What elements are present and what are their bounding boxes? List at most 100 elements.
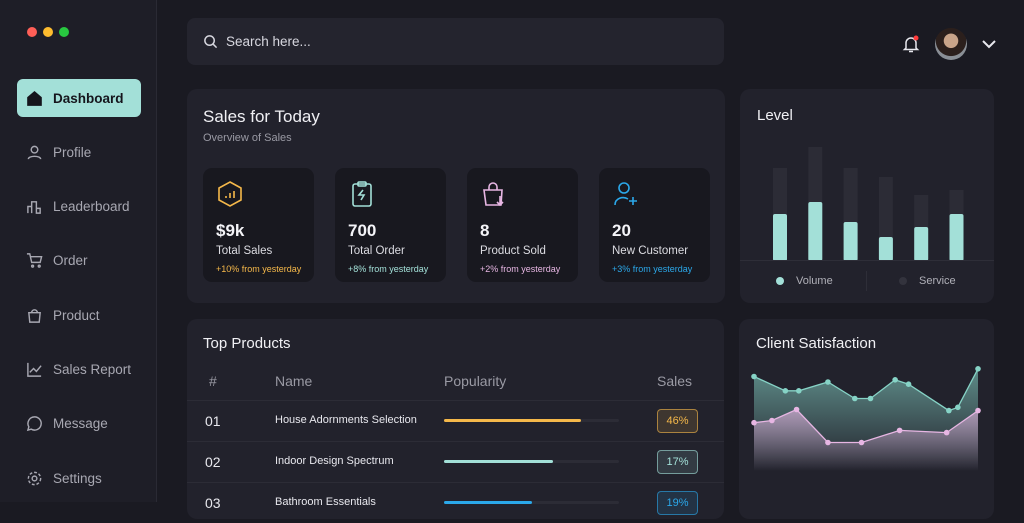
satisfaction-point [825, 379, 831, 385]
level-chart [773, 147, 964, 261]
search-input[interactable]: Search here... [187, 18, 724, 65]
sales-today-subtitle: Overview of Sales [203, 132, 292, 144]
satisfaction-point [905, 381, 912, 387]
avatar[interactable] [935, 28, 967, 60]
stat-value: 20 [612, 221, 631, 240]
satisfaction-point [955, 404, 961, 411]
legend-volume: Volume [776, 275, 833, 287]
stat-change: +8% from yesterday [348, 264, 429, 274]
sidebar-item-label: Product [53, 307, 100, 323]
sidebar-item-label: Message [53, 416, 108, 432]
column-header-name: Name [275, 373, 313, 389]
stat-change: +3% from yesterday [612, 264, 693, 274]
bell-icon[interactable] [901, 34, 921, 54]
search-icon [204, 35, 218, 49]
close-window-button[interactable] [27, 27, 37, 37]
sales-badge: 19% [657, 491, 698, 515]
satisfaction-point [943, 429, 950, 436]
user-icon [27, 145, 42, 160]
message-icon [26, 416, 42, 432]
bag-icon [28, 308, 41, 323]
stat-value: $9k [216, 221, 245, 240]
stat-card-product-sold: 8 Product Sold +2% from yesterday [467, 168, 578, 282]
satisfaction-point [793, 406, 800, 413]
sales-badge: 46% [657, 409, 698, 433]
satisfaction-point [946, 407, 952, 414]
satisfaction-point [975, 407, 981, 414]
level-card: Level Volume Service [740, 89, 994, 303]
table-row[interactable]: 03 Bathroom Essentials 19% [187, 482, 724, 523]
satisfaction-point [867, 395, 874, 402]
table-row[interactable]: 01 House Adornments Selection 46% [187, 400, 724, 441]
leaderboard-icon [27, 201, 41, 214]
satisfaction-point [825, 439, 831, 446]
sales-today-title: Sales for Today [203, 107, 320, 126]
sales-badge: 17% [657, 450, 698, 474]
home-icon [27, 90, 42, 106]
satisfaction-area [754, 409, 978, 471]
volume-bar [843, 222, 858, 261]
table-row[interactable]: 02 Indoor Design Spectrum 17% [187, 441, 724, 482]
column-header-sales: Sales [657, 373, 693, 389]
sidebar-item-profile[interactable]: Profile [17, 133, 141, 171]
column-header-num: # [209, 373, 217, 389]
sidebar-item-dashboard[interactable]: Dashboard [17, 79, 141, 117]
product-name: House Adornments Selection [275, 414, 417, 426]
cart-icon [26, 253, 43, 269]
sidebar-item-leaderboard[interactable]: Leaderboard [17, 188, 141, 226]
stat-change: +10% from yesterday [216, 264, 302, 274]
legend-service: Service [899, 275, 956, 287]
stat-label: Product Sold [480, 245, 546, 257]
search-placeholder: Search here... [226, 34, 311, 49]
sidebar-item-label: Sales Report [53, 361, 132, 377]
stat-change: +2% from yesterday [480, 264, 561, 274]
chevron-down-icon[interactable] [981, 38, 997, 50]
sidebar-item-order[interactable]: Order [17, 242, 141, 280]
top-products-title: Top Products [203, 335, 291, 352]
user-plus-icon [614, 182, 637, 206]
volume-bar [878, 237, 893, 261]
bag-download-icon [483, 182, 504, 207]
maximize-window-button[interactable] [59, 27, 69, 37]
satisfaction-point [852, 395, 858, 402]
gear-icon [27, 471, 42, 485]
sidebar-item-product[interactable]: Product [17, 296, 141, 334]
satisfaction-line [753, 408, 979, 444]
satisfaction-point [769, 417, 775, 424]
popularity-bar [444, 460, 619, 463]
minimize-window-button[interactable] [43, 27, 53, 37]
level-title: Level [757, 107, 793, 124]
sidebar-item-label: Leaderboard [53, 199, 130, 215]
stat-label: Total Order [348, 245, 405, 257]
sidebar-item-settings[interactable]: Settings [17, 459, 141, 497]
stat-card-new-customer: 20 New Customer +3% from yesterday [599, 168, 710, 282]
satisfaction-point [751, 373, 757, 380]
satisfaction-point [782, 388, 789, 394]
row-number: 01 [205, 413, 221, 429]
sidebar: Dashboard Profile Leaderboard Order Product S… [0, 0, 157, 502]
stat-value: 8 [480, 221, 490, 240]
sidebar-item-message[interactable]: Message [17, 405, 141, 443]
sidebar-item-sales-report[interactable]: Sales Report [17, 350, 141, 388]
column-header-popularity: Popularity [444, 373, 507, 389]
satisfaction-point [796, 388, 802, 394]
window-controls [27, 27, 69, 37]
client-satisfaction-title: Client Satisfaction [756, 335, 877, 352]
volume-bar [914, 227, 929, 261]
stat-card-total-sales: $9k Total Sales +10% from yesterday [203, 168, 314, 282]
popularity-bar [444, 501, 619, 504]
top-products-card: Top Products [187, 319, 724, 519]
stat-label: Total Sales [216, 245, 273, 257]
volume-bar [949, 214, 964, 261]
client-satisfaction-chart [751, 366, 981, 471]
stat-card-total-order: 700 Total Order +8% from yesterday [335, 168, 446, 282]
stat-label: New Customer [612, 245, 689, 257]
sidebar-nav: Dashboard Profile Leaderboard Order Product S… [17, 79, 141, 513]
client-satisfaction-card: Client Satisfaction [739, 319, 994, 519]
satisfaction-point [892, 377, 898, 383]
chart-line-icon [27, 362, 42, 377]
sidebar-item-label: Dashboard [53, 90, 124, 106]
row-number: 03 [205, 495, 221, 511]
volume-bar [808, 202, 823, 261]
product-name: Indoor Design Spectrum [275, 455, 394, 467]
